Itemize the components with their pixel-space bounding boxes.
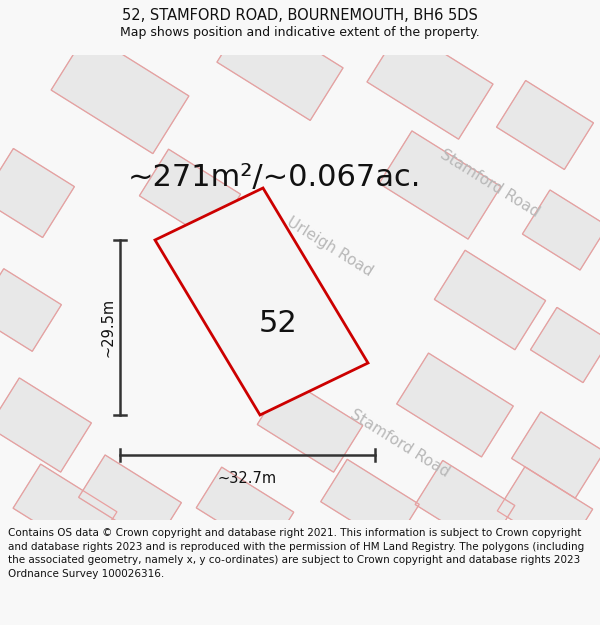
Polygon shape [530,308,600,382]
Polygon shape [415,461,515,549]
Text: Stamford Road: Stamford Road [347,406,452,479]
Polygon shape [0,378,91,472]
Polygon shape [79,455,181,545]
Polygon shape [497,467,593,553]
Text: ~32.7m: ~32.7m [218,471,277,486]
Polygon shape [257,378,363,472]
Polygon shape [13,464,117,556]
Polygon shape [523,190,600,270]
Polygon shape [155,188,368,415]
Polygon shape [434,250,545,350]
Text: 52: 52 [259,309,298,338]
Polygon shape [0,269,61,351]
Polygon shape [367,27,493,139]
Polygon shape [379,131,501,239]
Polygon shape [497,81,593,169]
Text: 52, STAMFORD ROAD, BOURNEMOUTH, BH6 5DS: 52, STAMFORD ROAD, BOURNEMOUTH, BH6 5DS [122,8,478,23]
Polygon shape [196,467,294,553]
Text: ~271m²/~0.067ac.: ~271m²/~0.067ac. [128,163,421,192]
Polygon shape [139,149,241,241]
Polygon shape [51,32,189,154]
Text: Contains OS data © Crown copyright and database right 2021. This information is : Contains OS data © Crown copyright and d… [8,528,584,579]
Polygon shape [512,412,600,498]
Text: Stamford Road: Stamford Road [437,146,542,219]
Polygon shape [397,353,513,457]
Polygon shape [321,459,419,547]
Polygon shape [0,149,74,238]
Text: Urleigh Road: Urleigh Road [284,214,376,279]
Polygon shape [217,9,343,121]
Text: Map shows position and indicative extent of the property.: Map shows position and indicative extent… [120,26,480,39]
Text: ~29.5m: ~29.5m [101,298,115,357]
Polygon shape [244,273,335,357]
